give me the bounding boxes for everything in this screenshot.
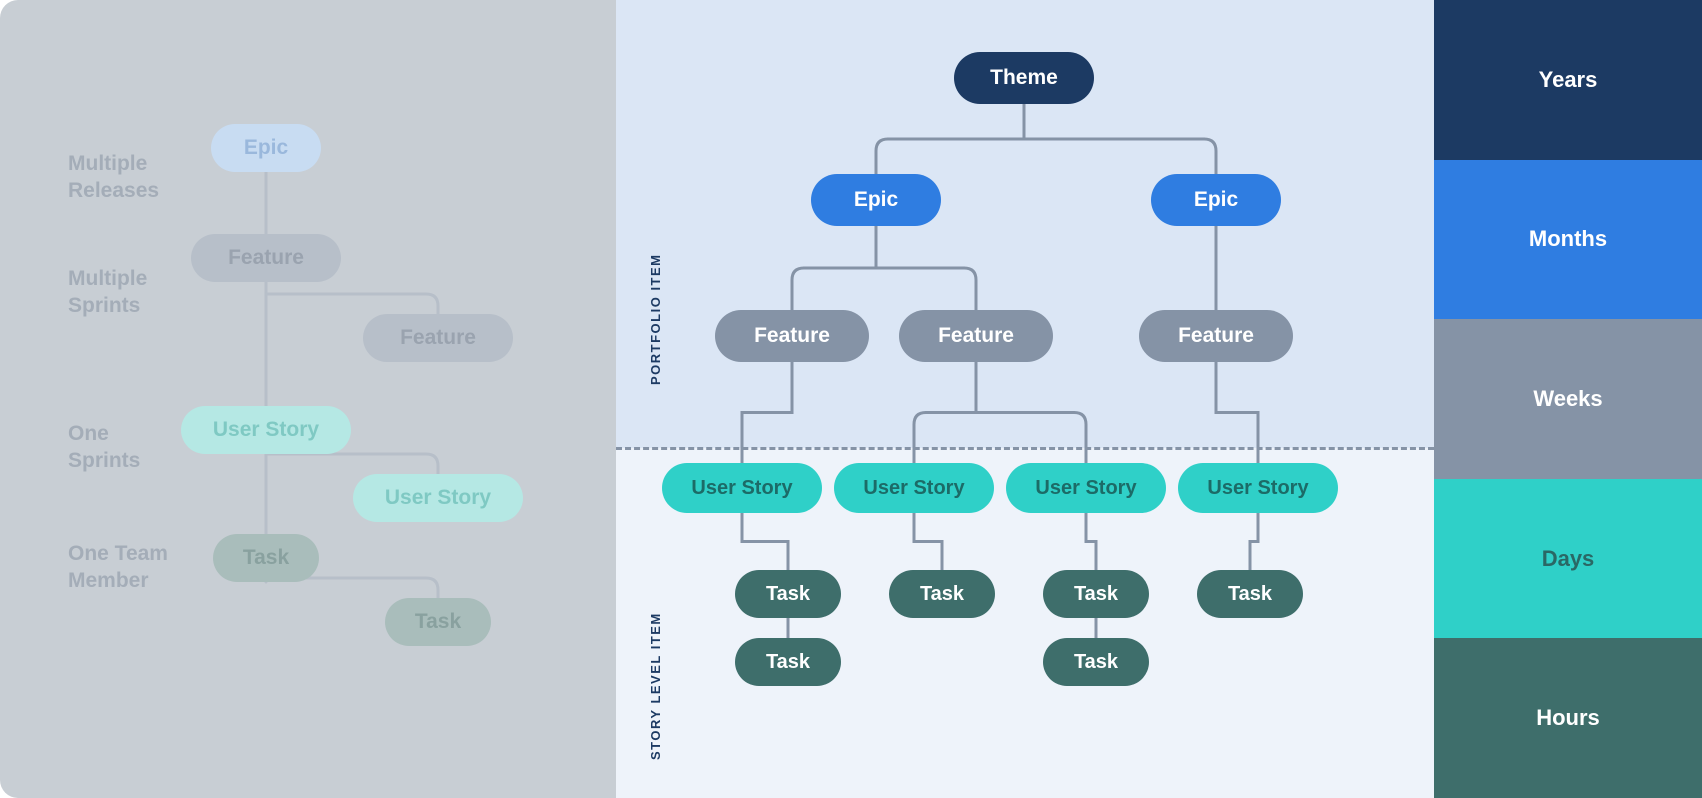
node-l-feat2: Feature xyxy=(363,314,513,362)
node-feat1: Feature xyxy=(715,310,869,362)
left-label: MultipleSprints xyxy=(68,265,147,320)
node-feat3: Feature xyxy=(1139,310,1293,362)
node-us2: User Story xyxy=(834,463,994,513)
left-label: MultipleReleases xyxy=(68,150,159,205)
timescale-years: Years xyxy=(1434,0,1702,160)
node-theme: Theme xyxy=(954,52,1094,104)
node-us1: User Story xyxy=(662,463,822,513)
timescale-days: Days xyxy=(1434,479,1702,639)
node-t1: Task xyxy=(735,570,841,618)
node-t3b: Task xyxy=(1043,638,1149,686)
node-l-story1: User Story xyxy=(181,406,351,454)
node-us4: User Story xyxy=(1178,463,1338,513)
node-l-task1: Task xyxy=(213,534,319,582)
left-label: OneSprints xyxy=(68,420,140,475)
node-l-epic: Epic xyxy=(211,124,321,172)
story-level-item-label: STORY LEVEL ITEM xyxy=(648,520,663,760)
main-tree-panel xyxy=(616,0,1434,798)
node-t4: Task xyxy=(1197,570,1303,618)
node-l-story2: User Story xyxy=(353,474,523,522)
left-label: One TeamMember xyxy=(68,540,168,595)
node-feat2: Feature xyxy=(899,310,1053,362)
node-us3: User Story xyxy=(1006,463,1166,513)
timescale-column: YearsMonthsWeeksDaysHours xyxy=(1434,0,1702,798)
node-l-task2: Task xyxy=(385,598,491,646)
node-t1b: Task xyxy=(735,638,841,686)
timescale-weeks: Weeks xyxy=(1434,319,1702,479)
left-faded-panel xyxy=(0,0,616,798)
node-epic1: Epic xyxy=(811,174,941,226)
node-epic2: Epic xyxy=(1151,174,1281,226)
timescale-months: Months xyxy=(1434,160,1702,320)
portfolio-story-divider xyxy=(616,447,1434,450)
node-l-feat1: Feature xyxy=(191,234,341,282)
node-t2: Task xyxy=(889,570,995,618)
timescale-hours: Hours xyxy=(1434,638,1702,798)
portfolio-item-label: PORTFOLIO ITEM xyxy=(648,165,663,385)
node-t3: Task xyxy=(1043,570,1149,618)
